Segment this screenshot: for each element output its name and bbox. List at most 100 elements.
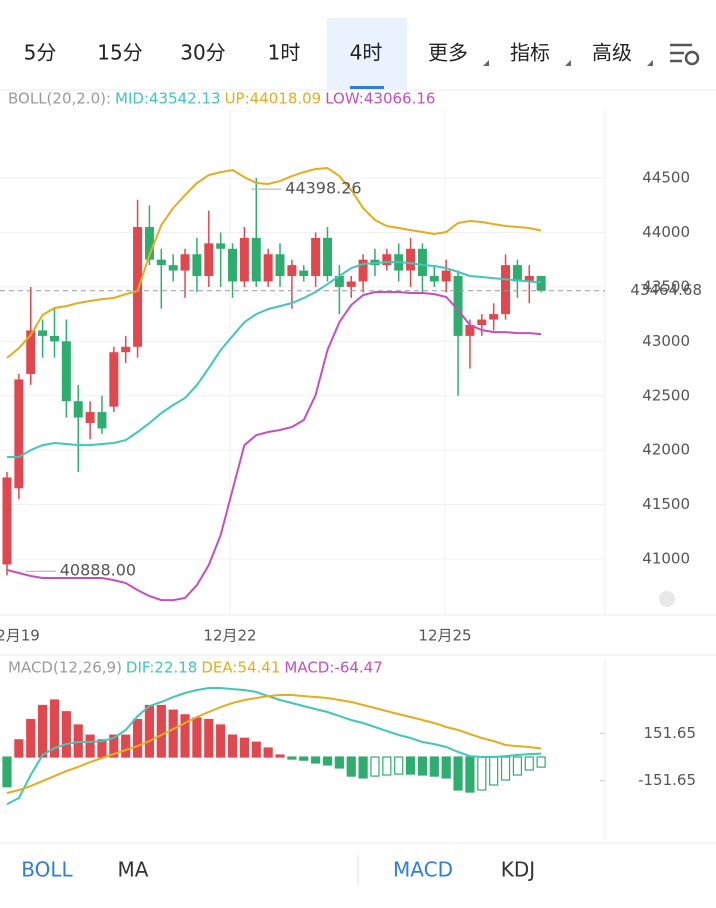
- candle-body: [465, 324, 475, 336]
- candle-body: [251, 237, 261, 282]
- y-tick-label: 151.65: [644, 724, 697, 742]
- candle-body: [346, 281, 356, 287]
- macd-bar: [299, 756, 309, 761]
- candle-body: [287, 265, 297, 277]
- candle-body: [133, 227, 143, 347]
- macd-bar: [144, 704, 155, 758]
- bottom-tab[interactable]: BOLL: [21, 858, 73, 882]
- indicator-line: [6, 291, 542, 602]
- candle-body: [49, 335, 59, 342]
- candle-body: [216, 243, 226, 249]
- tab[interactable]: 5分: [24, 41, 57, 65]
- macd-bar: [489, 756, 499, 786]
- macd-bar: [239, 737, 249, 758]
- scroll-button[interactable]: [659, 591, 675, 607]
- y-tick-label: 44500: [642, 169, 690, 187]
- macd-bar: [322, 756, 333, 766]
- candle-body: [73, 401, 83, 418]
- macd-bar: [227, 734, 238, 758]
- last-price-label: 43464.68: [630, 281, 702, 299]
- macd-bar: [168, 709, 178, 758]
- tab[interactable]: 指标: [510, 41, 550, 65]
- candle-body: [97, 412, 107, 429]
- macd-bar: [275, 754, 285, 758]
- candle-body: [417, 248, 427, 277]
- legend-item: MID:43542.13: [115, 90, 221, 108]
- macd-bar: [453, 756, 463, 791]
- macd-bar: [358, 756, 368, 779]
- candle-body: [61, 341, 71, 402]
- candle-body: [239, 237, 249, 282]
- candle-body: [263, 254, 273, 282]
- legend-item: MACD:-64.47: [284, 659, 382, 677]
- candle-body: [26, 330, 36, 374]
- macd-bar: [251, 741, 261, 758]
- macd-bar: [465, 756, 475, 793]
- legend-item: DEA:54.41: [201, 659, 280, 677]
- candle-body: [228, 248, 238, 282]
- x-tick-label: 12月22: [203, 627, 256, 645]
- candle-body: [441, 270, 451, 282]
- macd-bar: [524, 756, 534, 771]
- candle-body: [524, 276, 534, 282]
- macd-bar: [38, 704, 48, 758]
- candle-body: [429, 276, 439, 282]
- tab[interactable]: 15分: [97, 41, 142, 65]
- y-tick-label: 43000: [642, 332, 690, 350]
- bottom-tab[interactable]: KDJ: [501, 858, 535, 882]
- candle-body: [121, 346, 131, 353]
- active-tab-bg: [327, 18, 407, 90]
- dropdown-arrow: [565, 60, 571, 66]
- tab[interactable]: 30分: [180, 41, 225, 65]
- macd-bar: [49, 699, 60, 758]
- y-tick-label: 44000: [642, 223, 690, 241]
- candle-body: [382, 254, 392, 266]
- macd-bar: [132, 718, 143, 758]
- annotation-label: 40888.00: [60, 561, 136, 580]
- macd-bar: [97, 739, 107, 758]
- macd-bar: [500, 756, 511, 781]
- macd-bar: [85, 734, 95, 758]
- tab[interactable]: 4时: [350, 41, 383, 65]
- macd-bar: [536, 756, 546, 768]
- candle-body: [536, 276, 546, 291]
- candle-body: [156, 259, 166, 266]
- tab[interactable]: 高级: [592, 41, 632, 65]
- tab[interactable]: 更多: [428, 41, 468, 65]
- macd-bar: [204, 718, 214, 758]
- y-tick-label: 42500: [642, 386, 690, 404]
- candle-body: [38, 330, 48, 336]
- tab[interactable]: 1时: [268, 41, 301, 65]
- x-tick-label: 12月25: [418, 627, 471, 645]
- candle-body: [489, 314, 499, 320]
- settings-icon[interactable]: [670, 43, 700, 66]
- indicator-line: [6, 694, 542, 794]
- candle-body: [406, 248, 416, 271]
- macd-bar: [334, 756, 344, 769]
- y-tick-label: 43500: [642, 277, 690, 295]
- candle-body: [204, 243, 214, 277]
- macd-bar: [216, 724, 226, 758]
- candle-body: [109, 352, 119, 407]
- legend-item: BOLL(20,2.0):: [8, 90, 111, 108]
- candle-body: [512, 265, 522, 282]
- candle-body: [501, 265, 511, 315]
- macd-bar: [370, 756, 380, 777]
- bottom-tab[interactable]: MACD: [393, 858, 453, 882]
- legend-item: UP:44018.09: [225, 90, 322, 108]
- macd-bar: [61, 711, 71, 758]
- macd-bar: [121, 734, 131, 758]
- macd-bar: [180, 714, 190, 758]
- candle-body: [453, 276, 463, 336]
- legend-item: MACD(12,26,9): [8, 659, 122, 677]
- candle-body: [2, 477, 12, 565]
- candle-body: [299, 270, 309, 277]
- bottom-tab[interactable]: MA: [118, 858, 149, 882]
- macd-bar: [417, 756, 428, 776]
- macd-bar: [441, 756, 451, 779]
- y-tick-label: 42000: [642, 441, 690, 459]
- indicator-line: [7, 261, 542, 458]
- indicator-line: [6, 687, 542, 805]
- x-tick-label: 2月19: [0, 627, 40, 645]
